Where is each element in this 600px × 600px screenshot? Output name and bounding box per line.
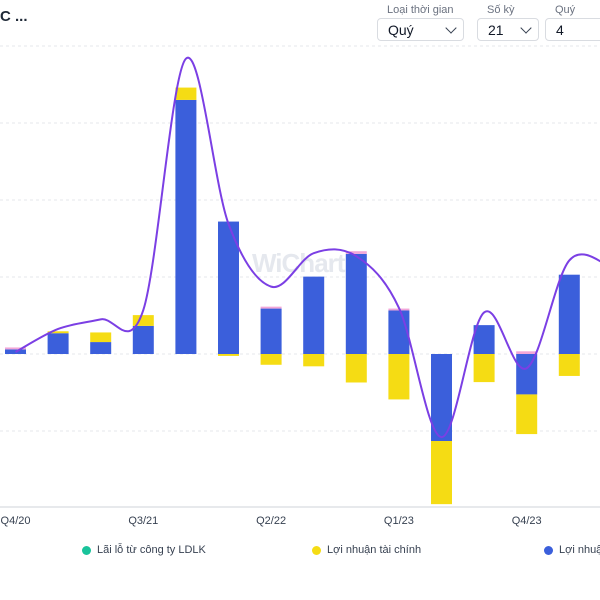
bar-core-profit <box>558 274 580 354</box>
legend-label-ldlk: Lãi lỗ từ công ty LDLK <box>97 544 206 556</box>
x-tick-label: Q2/22 <box>256 515 286 527</box>
chart-x-ticks: Q4/20 Q3/21 Q2/22 Q1/23 Q4/23 <box>1 515 542 527</box>
time-type-value: Quý <box>388 21 414 38</box>
period-count-label: Số kỳ <box>487 4 515 16</box>
bar-financial-profit <box>303 354 325 367</box>
bar-financial-profit <box>175 87 197 100</box>
legend-label-core: Lợi nhuận <box>559 544 600 556</box>
period-count-filter[interactable]: Số kỳ 21 <box>477 4 539 41</box>
legend-dot-ldlk <box>82 545 91 555</box>
bar-core-profit <box>175 99 197 355</box>
bar-financial-profit <box>388 354 410 400</box>
quarter-select[interactable]: 4 <box>545 18 600 41</box>
legend-item-financial[interactable]: Lợi nhuận tài chính <box>312 544 421 556</box>
legend-dot-core <box>544 545 553 555</box>
x-tick-label: Q1/23 <box>384 515 414 527</box>
bar-core-profit <box>473 325 495 354</box>
total-profit-line <box>15 56 600 439</box>
chart-title-fragment: C ... <box>0 8 28 25</box>
x-tick-label: Q4/20 <box>1 515 31 527</box>
chart-bars <box>5 87 580 505</box>
period-count-select[interactable]: 21 <box>477 18 539 41</box>
bar-core-profit <box>516 354 538 395</box>
bar-core-profit <box>47 333 69 354</box>
bar-financial-profit <box>345 354 367 383</box>
bar-financial-profit <box>473 354 495 383</box>
x-tick-label: Q3/21 <box>128 515 158 527</box>
legend-item-core[interactable]: Lợi nhuận <box>544 544 600 556</box>
time-type-select[interactable]: Quý <box>377 18 464 41</box>
bar-financial-profit <box>431 441 452 505</box>
bar-financial-profit <box>132 315 154 326</box>
x-tick-label: Q4/23 <box>512 515 542 527</box>
bar-core-profit <box>260 308 282 354</box>
legend-label-financial: Lợi nhuận tài chính <box>327 544 422 556</box>
period-count-value: 21 <box>488 21 504 38</box>
quarter-value: 4 <box>556 21 564 38</box>
bar-core-profit <box>345 253 367 354</box>
bar-other <box>516 351 538 354</box>
bar-financial-profit <box>558 354 580 376</box>
bar-core-profit <box>132 325 154 354</box>
bar-financial-profit <box>90 332 112 343</box>
chart-grid <box>0 45 600 508</box>
bar-financial-profit <box>47 331 69 334</box>
bar-financial-profit <box>516 394 538 435</box>
bar-core-profit <box>90 342 112 354</box>
bar-financial-profit <box>218 354 239 356</box>
bar-core-profit <box>218 221 239 354</box>
bar-financial-profit <box>260 354 282 365</box>
quarter-label: Quý <box>555 4 576 16</box>
bar-other <box>260 306 282 309</box>
bar-core-profit <box>431 354 452 442</box>
legend-dot-financial <box>312 545 321 555</box>
quarter-filter[interactable]: Quý 4 <box>545 4 600 41</box>
bar-other <box>5 347 26 350</box>
time-type-label: Loại thời gian <box>387 4 454 16</box>
legend-item-ldlk[interactable]: Lãi lỗ từ công ty LDLK <box>82 544 206 556</box>
time-type-filter[interactable]: Loại thời gian Quý <box>377 4 464 41</box>
wichart-watermark: WiChart <box>252 248 345 278</box>
chart-line <box>15 56 600 439</box>
bar-other <box>345 251 367 254</box>
bar-core-profit <box>303 276 325 354</box>
